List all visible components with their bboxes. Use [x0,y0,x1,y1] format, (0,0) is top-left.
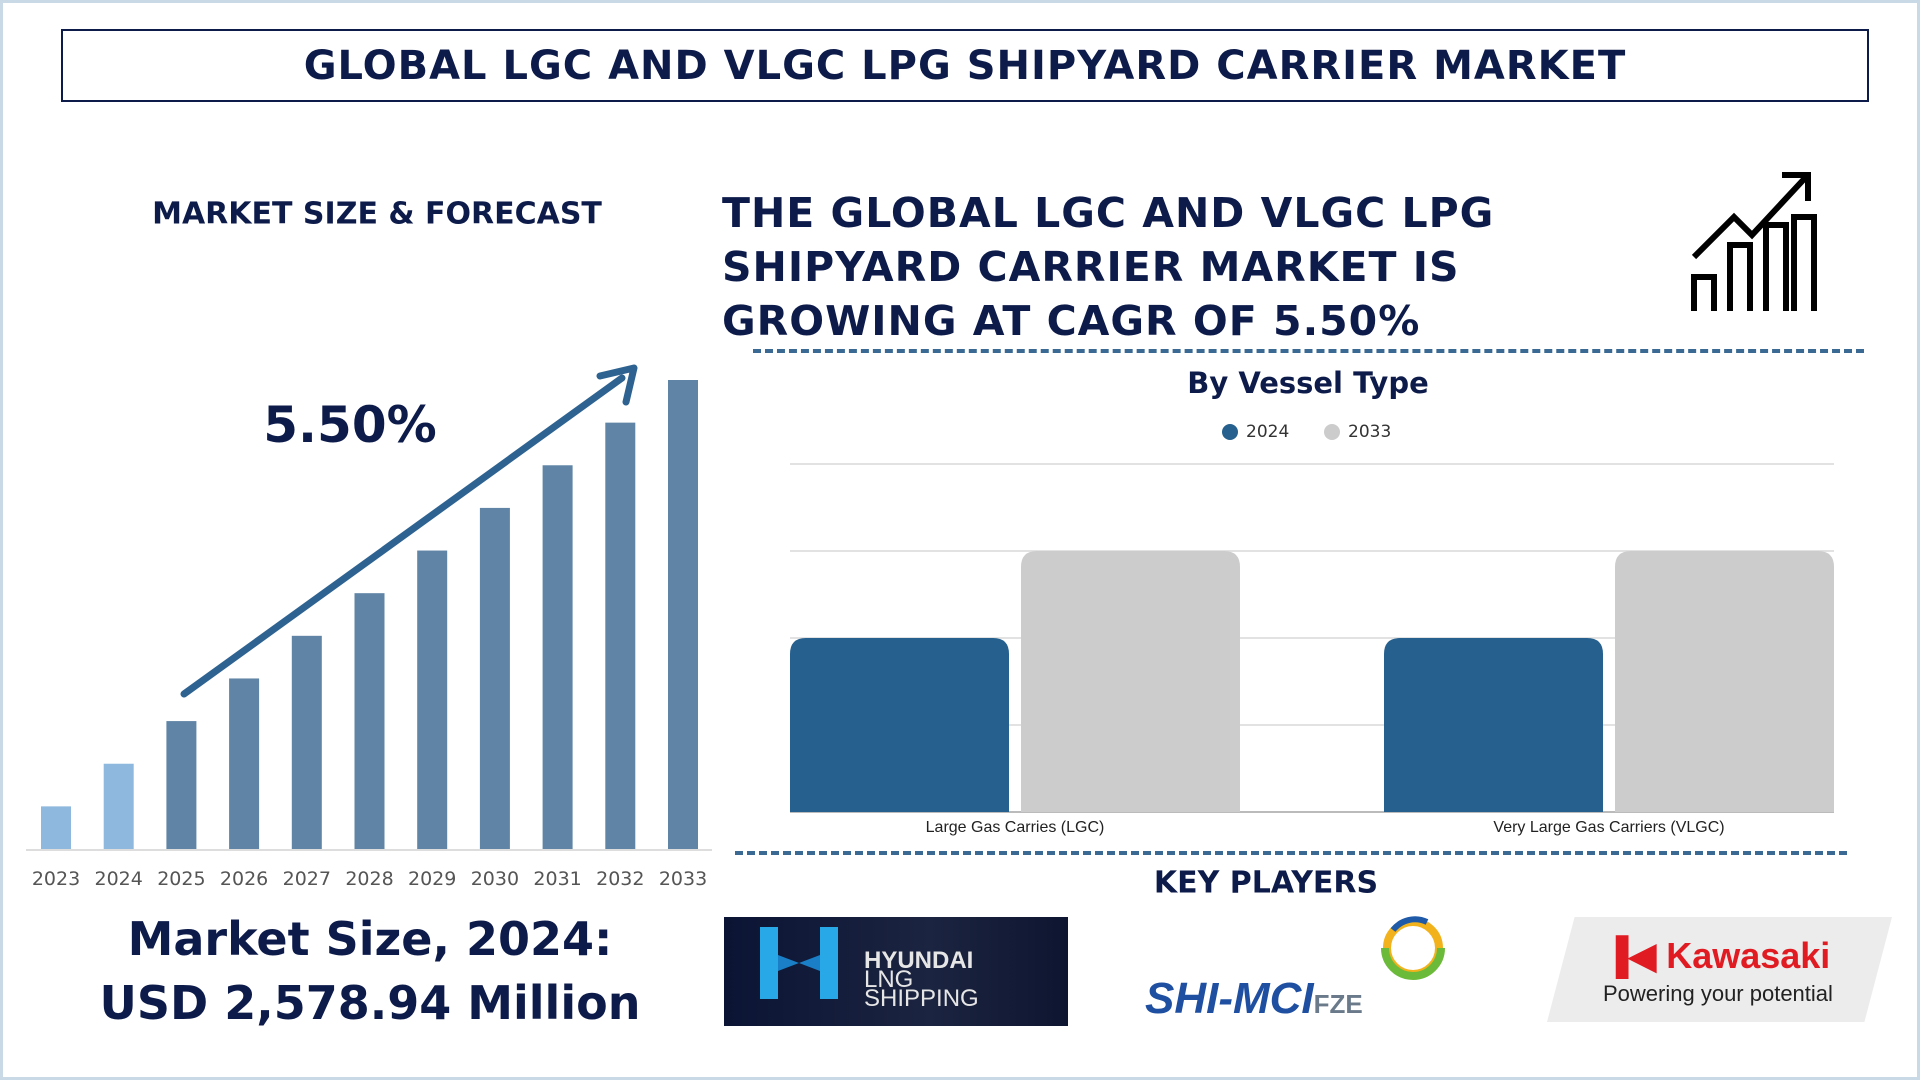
legend-item-2024: 2024 [1222,422,1289,442]
hyundai-logo-text: HYUNDAI LNG SHIPPING [864,947,979,1012]
headline-line: THE GLOBAL LGC AND VLGC LPG [722,189,1495,237]
bar-2033-1 [1615,551,1834,812]
x-tick-label: 2029 [408,868,457,890]
hyundai-h-icon [760,927,838,999]
legend-dot [1222,424,1238,440]
x-tick-label: 2033 [658,868,708,890]
headline: THE GLOBAL LGC AND VLGC LPG SHIPYARD CAR… [722,186,1494,348]
kawasaki-logo-text: ▐◀ Kawasaki [1603,935,1831,976]
x-tick-label: 2031 [533,868,582,890]
bar-2027 [291,635,322,849]
x-tick-label: 2024 [94,868,143,890]
legend-label: 2024 [1246,422,1290,442]
bar-2024-1 [1384,638,1603,812]
growth-chart-icon [1691,172,1817,311]
vessel-chart-title: By Vessel Type [1187,366,1429,400]
kawasaki-tagline: Powering your potential [1603,981,1833,1006]
legend-label: 2033 [1348,422,1392,442]
bar-2033-0 [1021,551,1240,812]
category-label: Very Large Gas Carriers (VLGC) [1493,819,1725,836]
market-size-line1: Market Size, 2024: [127,912,613,966]
bar-2025 [166,721,197,849]
shi-mci-logo-text: SHI-MCIFZE [1145,974,1363,1023]
x-tick-label: 2030 [470,868,520,890]
key-players-title: KEY PLAYERS [1153,865,1379,901]
bar-2026 [229,678,260,849]
market-size-title: MARKET SIZE & FORECAST [152,196,602,232]
x-tick-label: 2023 [31,868,81,890]
category-label: Large Gas Carries (LGC) [925,819,1105,836]
bar-2023 [41,806,71,849]
vessel-bar-chart [790,463,1834,813]
divider [753,349,1864,353]
x-tick-label: 2032 [596,868,645,890]
arrow-head [596,364,638,406]
bar-2024 [103,763,134,849]
bar-2024-0 [790,638,1009,812]
bar-2031 [542,465,573,849]
kawasaki-logo: ▐◀ Kawasaki Powering your potential [1547,917,1892,1022]
bar-2028 [354,593,385,849]
bar-2030 [479,507,510,849]
legend-dot [1324,424,1340,440]
x-tick-label: 2025 [157,868,206,890]
divider [735,851,1847,855]
page-title: GLOBAL LGC AND VLGC LPG SHIPYARD CARRIER… [61,29,1869,102]
growth-arrow [180,374,626,698]
hyundai-logo: HYUNDAI LNG SHIPPING [724,917,1068,1026]
cagr-label: 5.50% [263,396,437,454]
shi-mci-logo: SHI-MCIFZE [1145,912,1475,1023]
bar-2033 [668,380,698,849]
market-size-line2: USD 2,578.94 Million [99,976,641,1030]
legend-item-2033: 2033 [1324,422,1391,442]
x-tick-label: 2026 [219,868,269,890]
headline-line: GROWING AT CAGR OF 5.50% [722,297,1421,345]
bar-2032 [605,422,636,849]
headline-line: SHIPYARD CARRIER MARKET IS [722,243,1460,291]
x-tick-label: 2028 [345,868,394,890]
bar-2029 [417,550,448,849]
shi-mci-ring-icon [1381,916,1445,980]
x-tick-label: 2027 [282,868,331,890]
forecast-bar-chart [26,364,712,851]
